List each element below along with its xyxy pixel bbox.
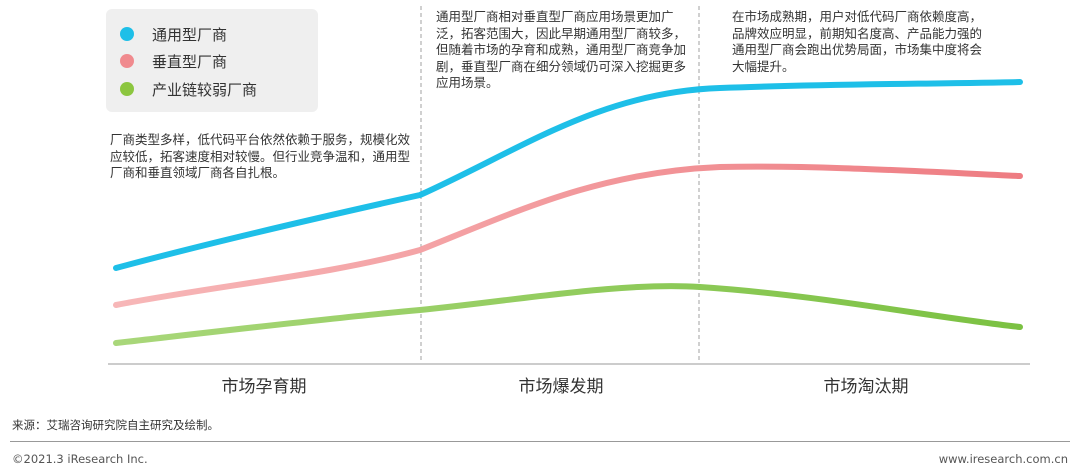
copyright: ©2021.3 iResearch Inc. <box>12 452 148 466</box>
footer-divider <box>10 441 1070 442</box>
stage1-note: 厂商类型多样，低代码平台依然依赖于服务，规模化效应较低，拓客速度相对较慢。但行业… <box>110 132 411 180</box>
legend: 通用型厂商 垂直型厂商 产业链较弱厂商 <box>106 9 318 112</box>
legend-label-vertical: 垂直型厂商 <box>152 52 228 71</box>
legend-dot-vertical <box>120 54 134 68</box>
legend-dot-general <box>120 27 134 41</box>
site-url: www.iresearch.com.cn <box>938 452 1068 466</box>
weak-vendor-curve <box>113 283 1023 346</box>
vertical-vendor-curve <box>113 163 1023 308</box>
stage2-note: 通用型厂商相对垂直型厂商应用场景更加广泛，拓客范围大，因此早期通用型厂商较多，但… <box>436 9 687 90</box>
legend-item-general: 通用型厂商 <box>120 22 227 46</box>
legend-dot-weak <box>120 82 134 96</box>
legend-label-general: 通用型厂商 <box>152 25 228 44</box>
phase-label-elimination: 市场淘汰期 <box>823 377 909 397</box>
legend-item-vertical: 垂直型厂商 <box>120 49 227 73</box>
phase-label-explosion: 市场爆发期 <box>518 377 604 397</box>
legend-label-weak: 产业链较弱厂商 <box>152 80 258 99</box>
stage3-note: 在市场成熟期，用户对低代码厂商依赖度高，品牌效应明显，前期知名度高、产品能力强的… <box>732 9 983 74</box>
source-note: 来源：艾瑞咨询研究院自主研究及绘制。 <box>12 418 219 432</box>
legend-item-weak: 产业链较弱厂商 <box>120 77 257 101</box>
phase-label-incubation: 市场孕育期 <box>221 377 307 397</box>
general-vendor-curve <box>113 79 1023 271</box>
